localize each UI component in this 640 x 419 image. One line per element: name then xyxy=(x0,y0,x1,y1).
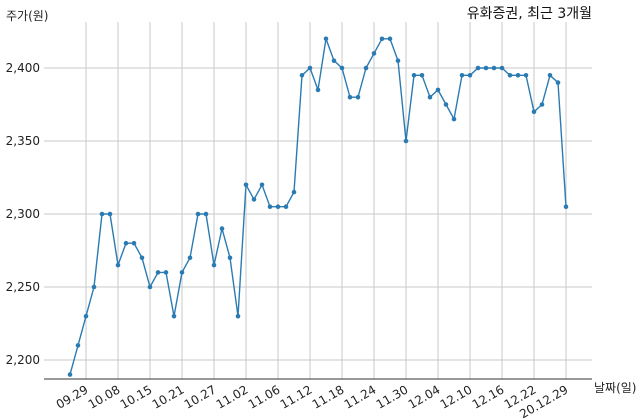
y-tick-label: 2,200 xyxy=(6,353,40,367)
data-point xyxy=(195,211,201,217)
x-tick-label: 12.16 xyxy=(470,382,507,411)
x-tick-label: 11.30 xyxy=(374,382,411,411)
data-point xyxy=(347,94,353,100)
data-point xyxy=(355,94,361,100)
x-tick-label: 11.18 xyxy=(310,382,347,411)
data-point xyxy=(459,73,465,78)
data-point xyxy=(395,58,401,63)
price-series xyxy=(67,36,569,377)
data-point xyxy=(323,36,329,42)
data-point xyxy=(451,116,457,122)
data-point xyxy=(531,109,537,115)
data-point xyxy=(379,36,385,42)
data-point xyxy=(475,65,481,71)
data-point xyxy=(523,73,529,78)
grid xyxy=(44,22,592,379)
data-point xyxy=(115,262,121,268)
data-point xyxy=(139,255,145,261)
data-point xyxy=(107,211,113,217)
y-tick-label: 2,400 xyxy=(6,61,40,75)
data-point xyxy=(435,87,441,93)
data-point xyxy=(403,138,409,144)
data-point xyxy=(251,197,257,202)
data-point xyxy=(555,80,561,85)
x-tick-label: 11.12 xyxy=(278,382,315,411)
data-point xyxy=(419,73,425,78)
data-point xyxy=(515,73,521,78)
y-tick-label: 2,300 xyxy=(6,207,40,221)
data-point xyxy=(99,211,105,217)
data-point xyxy=(387,36,393,42)
data-point xyxy=(219,226,225,231)
data-point xyxy=(371,51,377,56)
x-tick-label: 11.24 xyxy=(342,382,379,411)
data-point xyxy=(299,73,305,78)
data-point xyxy=(315,87,321,93)
data-point xyxy=(75,343,81,348)
data-point xyxy=(539,102,545,107)
data-point xyxy=(147,284,153,290)
data-point xyxy=(123,240,129,246)
y-axis-label: 주가(원) xyxy=(6,9,48,23)
data-point xyxy=(363,65,369,71)
data-point xyxy=(483,65,489,71)
data-point xyxy=(547,73,553,78)
data-point xyxy=(339,65,345,71)
data-point xyxy=(211,262,217,268)
x-tick-label: 12.04 xyxy=(406,382,443,411)
data-point xyxy=(155,270,161,275)
data-point xyxy=(259,182,265,188)
data-point xyxy=(83,313,89,319)
data-point xyxy=(291,189,297,195)
data-point xyxy=(507,73,513,78)
data-point xyxy=(67,372,73,377)
data-point xyxy=(131,240,137,246)
data-point xyxy=(91,284,97,290)
data-point xyxy=(331,58,337,63)
data-point xyxy=(163,270,169,275)
x-tick-label: 11.06 xyxy=(246,382,283,411)
data-point xyxy=(275,204,281,209)
data-point xyxy=(427,94,433,100)
data-point xyxy=(307,65,313,71)
data-point xyxy=(467,73,473,78)
data-point xyxy=(227,255,233,261)
x-tick-label: 10.08 xyxy=(86,382,123,411)
data-point xyxy=(235,313,241,319)
data-point xyxy=(443,102,449,107)
data-point xyxy=(411,73,417,78)
y-tick-label: 2,350 xyxy=(6,134,40,148)
data-point xyxy=(499,65,505,71)
data-point xyxy=(171,313,177,319)
y-tick-label: 2,250 xyxy=(6,280,40,294)
x-tick-label: 10.15 xyxy=(118,382,155,411)
data-point xyxy=(243,182,249,188)
x-tick-labels: 09.2910.0810.1510.2110.2711.0211.0611.12… xyxy=(54,382,571,419)
data-point xyxy=(187,255,193,261)
chart-title: 유화증권, 최근 3개월 xyxy=(467,6,592,22)
data-point xyxy=(491,65,497,71)
x-tick-label: 12.10 xyxy=(438,382,475,411)
x-tick-label: 11.02 xyxy=(214,382,251,411)
x-axis-label: 날짜(일) xyxy=(594,381,636,395)
x-tick-label: 09.29 xyxy=(54,382,91,411)
x-tick-label: 10.21 xyxy=(150,382,187,411)
data-point xyxy=(267,204,273,209)
data-point xyxy=(563,204,569,209)
data-point xyxy=(179,270,185,275)
x-tick-label: 10.27 xyxy=(182,382,219,411)
data-point xyxy=(283,204,289,209)
y-tick-labels: 2,200 2,250 2,300 2,350 2,400 xyxy=(6,61,40,367)
data-point xyxy=(203,211,209,217)
